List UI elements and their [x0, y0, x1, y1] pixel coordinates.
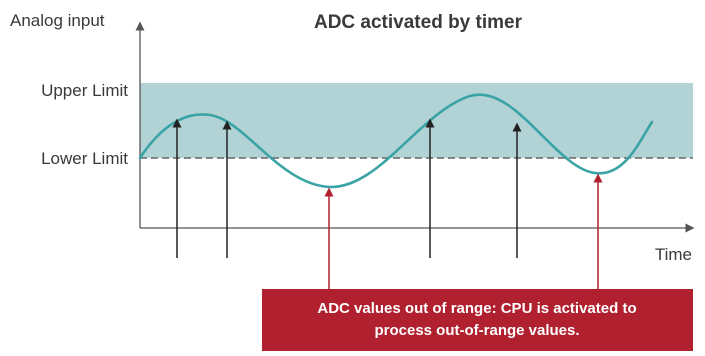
y-axis-label: Analog input: [10, 11, 105, 30]
x-axis-label: Time: [655, 245, 692, 264]
diagram-title: ADC activated by timer: [314, 12, 523, 33]
in-range-band: [140, 83, 693, 158]
analog-signal-wave: [138, 93, 654, 189]
callout-box: [262, 289, 693, 351]
upper-limit-label: Upper Limit: [41, 81, 128, 100]
callout-text-line2: process out-of-range values.: [374, 322, 579, 339]
callout-text-line1: ADC values out of range: CPU is activate…: [317, 300, 636, 317]
lower-limit-label: Lower Limit: [41, 149, 128, 168]
